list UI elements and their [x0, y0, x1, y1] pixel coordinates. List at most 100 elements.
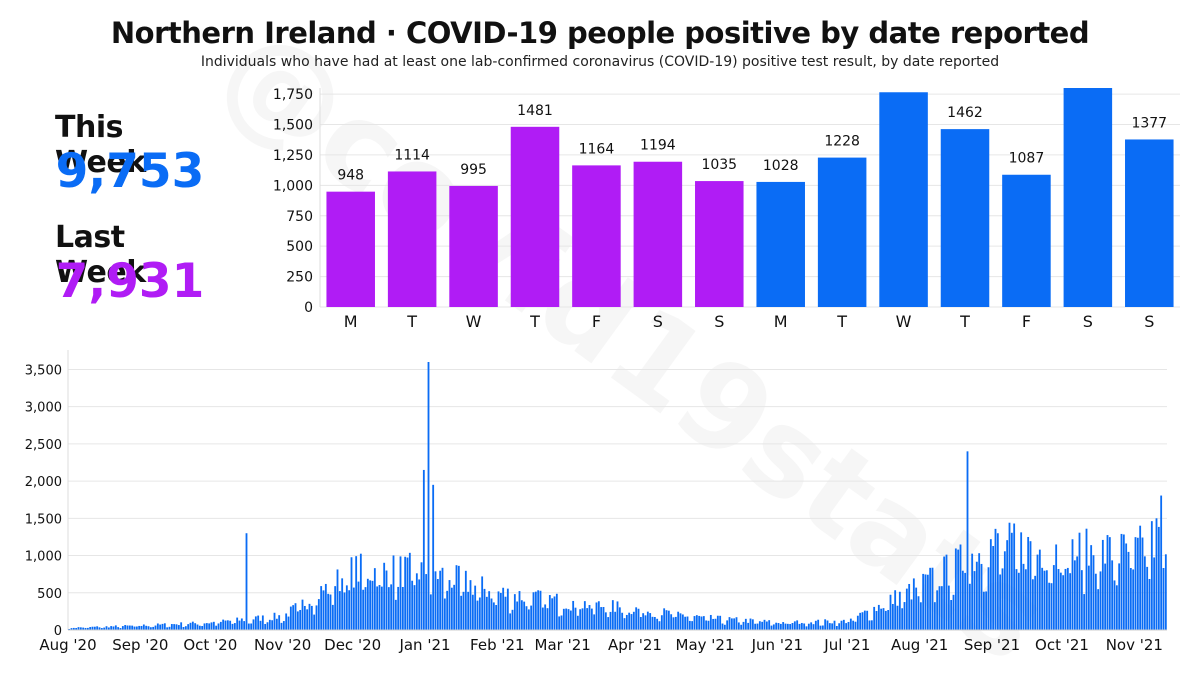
top-bar [879, 92, 928, 307]
top-bar-value-label: 1035 [701, 157, 737, 173]
bottom-bar [637, 608, 640, 630]
bottom-bar [1134, 537, 1137, 630]
bottom-bar [422, 469, 425, 630]
bottom-bar [154, 625, 157, 630]
bottom-bar [215, 625, 218, 630]
bottom-bar [896, 605, 899, 630]
bottom-bar [429, 594, 432, 630]
bottom-bar [742, 621, 745, 630]
bottom-bar [768, 620, 771, 630]
bottom-bar [418, 579, 421, 630]
bottom-bar [243, 621, 246, 630]
bottom-bar [882, 608, 885, 630]
bottom-bar [490, 598, 493, 630]
top-y-tick-label: 1,250 [273, 148, 313, 164]
bottom-bar [714, 618, 717, 630]
bottom-bar [189, 622, 192, 630]
top-bar-value-label: 948 [337, 168, 364, 184]
bottom-bar [1127, 551, 1130, 630]
bottom-bar [518, 591, 521, 630]
bottom-bar [1143, 556, 1146, 630]
top-x-tick-label: T [836, 312, 847, 331]
bottom-bar [250, 623, 253, 630]
bottom-bar [880, 608, 883, 630]
bottom-y-tick-label: 2,000 [25, 475, 62, 490]
bottom-bar [511, 609, 514, 630]
bottom-bar [68, 628, 71, 630]
bottom-bar [602, 607, 605, 630]
bottom-bar [408, 552, 411, 630]
bottom-bar [667, 610, 670, 630]
bottom-bar [707, 620, 710, 630]
bottom-bar [791, 623, 794, 630]
bottom-bar [527, 609, 530, 630]
bottom-bar [866, 610, 869, 630]
bottom-bar [208, 623, 211, 630]
top-bar [572, 165, 621, 307]
bottom-bar [842, 619, 845, 630]
bottom-bar [138, 625, 141, 630]
bottom-bar [86, 627, 89, 630]
bottom-bar [210, 622, 213, 630]
bottom-bar [240, 618, 243, 630]
bottom-bar [1136, 537, 1139, 630]
bottom-bar [1024, 569, 1027, 630]
bottom-bar [439, 570, 442, 630]
bottom-bar [1160, 495, 1163, 630]
bottom-bar [399, 556, 402, 630]
bottom-bar [1013, 523, 1016, 630]
bottom-bar [861, 612, 864, 630]
bottom-bar [569, 610, 572, 630]
bottom-bar [1010, 532, 1013, 630]
bottom-bar [544, 604, 547, 630]
bottom-bar [390, 584, 393, 630]
bottom-bar [1031, 579, 1034, 630]
bottom-bar [628, 612, 631, 630]
bottom-bar [166, 627, 169, 630]
bottom-bar [833, 620, 836, 630]
bottom-bar [877, 604, 880, 630]
bottom-bar [313, 614, 316, 630]
bottom-bar [670, 614, 673, 630]
bottom-bar [756, 623, 759, 630]
bottom-bar [604, 612, 607, 630]
bottom-bar [681, 614, 684, 630]
bottom-bar [555, 593, 558, 630]
bottom-bar [499, 592, 502, 630]
bottom-bar [632, 611, 635, 630]
bottom-bar [579, 609, 582, 630]
bottom-bar [110, 626, 113, 630]
bottom-bar [884, 610, 887, 630]
bottom-bar [845, 623, 848, 630]
bottom-bar [364, 587, 367, 630]
bottom-bar [989, 539, 992, 630]
bottom-bar [201, 626, 204, 630]
bottom-bar [653, 617, 656, 630]
bottom-bar [1043, 570, 1046, 630]
bottom-bar [217, 623, 220, 630]
bottom-bar [798, 623, 801, 630]
bottom-bar [777, 623, 780, 630]
bottom-bar [467, 591, 470, 630]
bottom-bar [492, 602, 495, 630]
bottom-bar [75, 627, 78, 630]
bottom-bar [488, 591, 491, 630]
bottom-bar [630, 614, 633, 630]
bottom-bar [686, 616, 689, 630]
bottom-bar [1139, 525, 1142, 630]
bottom-bar [854, 621, 857, 630]
bottom-bar [751, 619, 754, 630]
bottom-bar [807, 623, 810, 630]
bottom-x-tick-label: Mar '21 [535, 636, 591, 654]
bottom-bar [772, 624, 775, 630]
bottom-bar [1118, 563, 1121, 630]
bottom-bar [1041, 567, 1044, 630]
bottom-bar [226, 620, 229, 630]
bottom-bar [656, 618, 659, 630]
bottom-bar [152, 626, 155, 630]
bottom-bar [1122, 534, 1125, 630]
bottom-bar [819, 625, 822, 630]
bottom-bar [824, 619, 827, 630]
bottom-bar [721, 623, 724, 630]
bottom-bar [336, 569, 339, 630]
